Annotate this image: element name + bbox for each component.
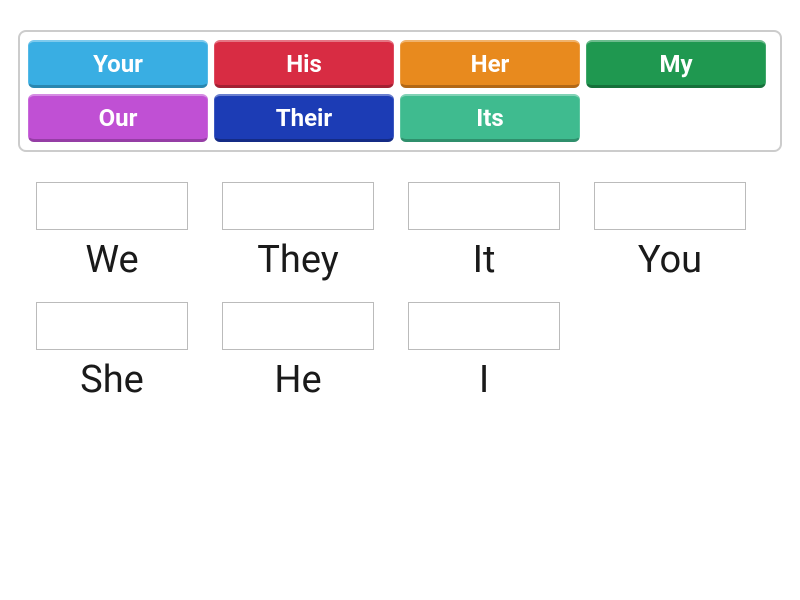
- target-item: You: [594, 182, 746, 282]
- draggable-tile[interactable]: Her: [400, 40, 580, 88]
- target-label: They: [257, 238, 339, 282]
- target-label: We: [85, 238, 138, 282]
- target-item: They: [222, 182, 374, 282]
- target-label: You: [638, 238, 702, 282]
- target-label: He: [274, 358, 321, 402]
- drop-zone[interactable]: [408, 302, 560, 350]
- draggable-tile[interactable]: His: [214, 40, 394, 88]
- draggable-tile[interactable]: Its: [400, 94, 580, 142]
- target-label: It: [473, 238, 496, 282]
- drop-zone[interactable]: [222, 182, 374, 230]
- drop-zone[interactable]: [594, 182, 746, 230]
- target-label: I: [479, 358, 489, 402]
- target-item: He: [222, 302, 374, 402]
- drop-zone[interactable]: [222, 302, 374, 350]
- drop-zone[interactable]: [408, 182, 560, 230]
- target-item: I: [408, 302, 560, 402]
- draggable-tile[interactable]: Their: [214, 94, 394, 142]
- target-item: It: [408, 182, 560, 282]
- draggable-tile[interactable]: My: [586, 40, 766, 88]
- draggable-tile[interactable]: Your: [28, 40, 208, 88]
- target-item: She: [36, 302, 188, 402]
- drop-zone[interactable]: [36, 302, 188, 350]
- drop-zone[interactable]: [36, 182, 188, 230]
- target-label: She: [80, 358, 144, 402]
- activity-container: YourHisHerMy OurTheirIts We They It You She He…: [0, 0, 800, 432]
- targets-area: We They It You She He I: [18, 182, 782, 402]
- tile-bank: YourHisHerMy OurTheirIts: [18, 30, 782, 152]
- target-item: We: [36, 182, 188, 282]
- draggable-tile[interactable]: Our: [28, 94, 208, 142]
